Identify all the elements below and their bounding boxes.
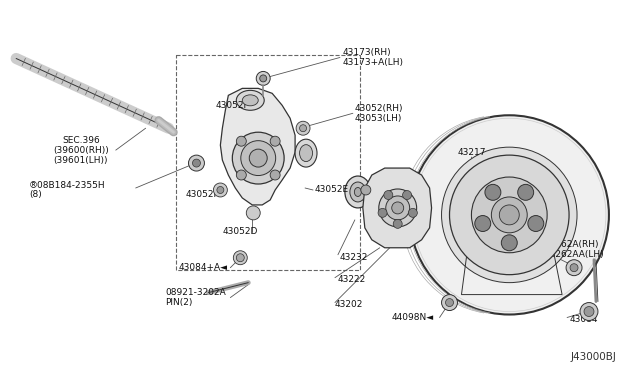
Circle shape	[580, 302, 598, 321]
Circle shape	[189, 155, 204, 171]
Ellipse shape	[345, 176, 371, 208]
Circle shape	[270, 136, 280, 146]
Text: 43052(RH): 43052(RH)	[355, 104, 403, 113]
Ellipse shape	[295, 139, 317, 167]
Circle shape	[403, 190, 412, 199]
Text: 43262A(RH): 43262A(RH)	[544, 240, 598, 249]
Circle shape	[449, 155, 569, 275]
Circle shape	[408, 208, 417, 217]
Text: 43173(RH): 43173(RH)	[343, 48, 392, 57]
Text: 43217: 43217	[458, 148, 486, 157]
Text: 43262AA(LH): 43262AA(LH)	[544, 250, 604, 259]
Circle shape	[296, 121, 310, 135]
Circle shape	[217, 186, 224, 193]
Text: 43052F: 43052F	[216, 101, 249, 110]
Circle shape	[518, 185, 534, 200]
Circle shape	[236, 254, 244, 262]
Circle shape	[300, 125, 307, 132]
Text: (8): (8)	[29, 190, 42, 199]
Text: PIN(2): PIN(2)	[166, 298, 193, 307]
Text: 43052E: 43052E	[315, 186, 349, 195]
Polygon shape	[363, 168, 431, 248]
Ellipse shape	[236, 90, 264, 110]
Circle shape	[260, 75, 267, 82]
Ellipse shape	[241, 141, 276, 176]
Text: 43232: 43232	[340, 253, 368, 262]
Circle shape	[236, 170, 246, 180]
Circle shape	[566, 260, 582, 276]
Text: 43202: 43202	[335, 300, 364, 309]
Circle shape	[393, 219, 402, 228]
Text: 43084+A◄: 43084+A◄	[179, 263, 228, 272]
Circle shape	[492, 197, 527, 233]
Circle shape	[584, 307, 594, 317]
Text: J43000BJ: J43000BJ	[571, 352, 617, 362]
Circle shape	[361, 185, 371, 195]
Text: ®08B184-2355H: ®08B184-2355H	[29, 180, 106, 189]
Ellipse shape	[355, 187, 362, 196]
Circle shape	[499, 205, 519, 225]
Circle shape	[442, 295, 458, 311]
Circle shape	[246, 206, 260, 220]
Circle shape	[236, 136, 246, 146]
Circle shape	[213, 183, 227, 197]
Circle shape	[270, 170, 280, 180]
Ellipse shape	[350, 182, 366, 202]
Circle shape	[442, 147, 577, 283]
Circle shape	[528, 215, 544, 231]
Ellipse shape	[386, 196, 410, 220]
Circle shape	[472, 177, 547, 253]
Circle shape	[485, 185, 501, 200]
Circle shape	[410, 115, 609, 314]
Circle shape	[475, 215, 491, 231]
Bar	[175, 55, 360, 270]
Circle shape	[570, 264, 578, 272]
Text: (39601(LH)): (39601(LH))	[54, 155, 108, 164]
Circle shape	[193, 159, 200, 167]
Text: 44098N◄: 44098N◄	[392, 313, 434, 322]
Text: (39600(RH)): (39600(RH))	[53, 145, 109, 155]
Ellipse shape	[379, 189, 417, 227]
Circle shape	[384, 190, 393, 199]
Ellipse shape	[232, 132, 284, 184]
Text: SEC.396: SEC.396	[62, 136, 100, 145]
Circle shape	[378, 208, 387, 217]
Circle shape	[501, 235, 517, 251]
Circle shape	[445, 299, 454, 307]
Text: 43173+A(LH): 43173+A(LH)	[343, 58, 404, 67]
Ellipse shape	[300, 145, 312, 161]
Text: 43222: 43222	[338, 275, 366, 284]
Text: 43052H: 43052H	[186, 190, 221, 199]
Polygon shape	[220, 89, 295, 205]
Text: 43084: 43084	[569, 315, 598, 324]
Ellipse shape	[243, 95, 258, 106]
Ellipse shape	[249, 149, 267, 167]
Text: 08921-3202A: 08921-3202A	[166, 288, 227, 297]
Text: 43053(LH): 43053(LH)	[355, 114, 403, 123]
Circle shape	[234, 251, 247, 265]
Text: 43052D: 43052D	[222, 227, 258, 236]
Ellipse shape	[392, 202, 404, 214]
Circle shape	[256, 71, 270, 86]
